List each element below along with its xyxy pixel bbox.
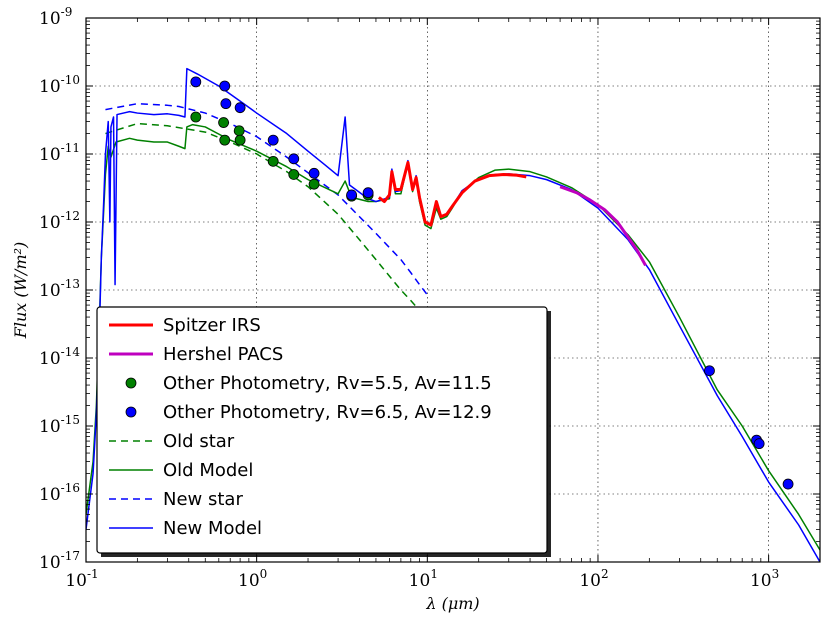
legend: Spitzer IRS Hershel PACS Other Photometry,…	[96, 306, 551, 557]
x-tick-base: 10	[65, 571, 87, 591]
series-line-spitzer-irs	[377, 161, 527, 227]
y-tick-label: 10-14	[39, 345, 80, 369]
y-tick-exponent: -11	[61, 141, 80, 155]
photometry-point-rv5-5	[308, 178, 320, 190]
y-tick-exponent: -17	[61, 549, 80, 563]
x-axis-label: λ (μm)	[425, 594, 479, 613]
y-tick-exponent: -16	[61, 481, 80, 495]
y-tick-exponent: -13	[61, 277, 80, 291]
axis-ticks: 10-1 100 101 102 10310-910-1010-1110-1210-13…	[39, 5, 820, 591]
y-tick-base: 10	[39, 77, 61, 97]
legend-marker	[125, 377, 137, 389]
photometry-point-rv6-5	[362, 187, 374, 199]
x-tick-label: 10-1	[65, 567, 98, 591]
x-tick-label: 102	[579, 567, 608, 591]
x-axis-label-text: λ (μm)	[425, 594, 479, 613]
x-tick-exponent: -1	[87, 567, 99, 581]
photometry-point-rv5-5	[233, 125, 245, 137]
series-line-new-star	[105, 102, 428, 296]
y-tick-base: 10	[39, 349, 61, 369]
photometry-point-rv6-5	[190, 76, 202, 88]
y-tick-label: 10-12	[39, 209, 80, 233]
y-tick-label: 10-13	[39, 277, 80, 301]
series-line-hershel-pacs	[559, 185, 647, 267]
series-line-old-star	[105, 122, 428, 322]
x-tick-base: 10	[409, 571, 431, 591]
y-tick-exponent: -12	[61, 209, 80, 223]
y-tick-base: 10	[39, 213, 61, 233]
legend-label: Old Model	[163, 460, 253, 481]
photometry-point-rv5-5	[219, 134, 231, 146]
y-tick-base: 10	[39, 9, 61, 29]
photometry-point-rv5-5	[288, 169, 300, 180]
legend-label: Other Photometry, Rv=6.5, Av=12.9	[163, 402, 492, 423]
y-tick-label: 10-9	[39, 5, 72, 29]
y-axis-label: Flux (W/m²)	[11, 242, 30, 340]
y-tick-label: 10-10	[39, 73, 80, 97]
photometry-point-rv6-5	[234, 102, 246, 114]
plot-area	[86, 67, 820, 562]
y-tick-base: 10	[39, 145, 61, 165]
photometry-point-rv5-5	[267, 155, 279, 167]
x-tick-label: 103	[750, 567, 779, 591]
x-tick-exponent: 1	[430, 567, 438, 581]
photometry-point-rv6-5	[704, 365, 715, 377]
photometry-point-rv6-5	[308, 167, 320, 179]
photometry-point-rv6-5	[288, 153, 300, 165]
y-tick-exponent: -14	[61, 345, 81, 359]
x-tick-exponent: 3	[772, 567, 780, 581]
x-tick-base: 10	[750, 571, 772, 591]
photometry-point-rv5-5	[218, 117, 229, 128]
legend-marker	[125, 406, 137, 418]
legend-label: New Model	[163, 518, 262, 539]
photometry-point-rv6-5	[753, 438, 765, 450]
x-tick-base: 10	[238, 571, 260, 591]
legend-label: Old star	[163, 431, 235, 452]
photometry-point-rv6-5	[346, 189, 357, 201]
y-tick-exponent: -10	[61, 73, 80, 87]
x-tick-label: 100	[238, 567, 267, 591]
y-tick-label: 10-15	[39, 413, 80, 437]
legend-label: New star	[163, 489, 243, 510]
x-tick-exponent: 2	[601, 567, 609, 581]
legend-label: Spitzer IRS	[163, 315, 261, 336]
y-tick-base: 10	[39, 553, 61, 573]
y-tick-exponent: -9	[61, 5, 73, 19]
legend-label: Hershel PACS	[163, 344, 283, 365]
y-tick-label: 10-17	[39, 549, 80, 573]
photometry-point-rv5-5	[190, 111, 202, 123]
y-tick-base: 10	[39, 417, 61, 437]
y-axis-label-text: Flux (W/m²)	[11, 242, 30, 340]
photometry-point-rv6-5	[220, 98, 232, 110]
x-tick-exponent: 0	[260, 567, 268, 581]
photometry-point-rv6-5	[267, 134, 279, 146]
y-tick-base: 10	[39, 281, 61, 301]
x-tick-label: 101	[409, 567, 438, 591]
photometry-point-rv6-5	[782, 478, 794, 490]
y-tick-exponent: -15	[61, 413, 80, 427]
y-tick-label: 10-16	[39, 481, 80, 505]
y-tick-label: 10-11	[39, 141, 80, 165]
photometry-point-rv5-5	[234, 134, 246, 146]
legend-box	[96, 306, 548, 554]
legend-label: Other Photometry, Rv=5.5, Av=11.5	[163, 373, 492, 394]
y-tick-base: 10	[39, 485, 61, 505]
x-tick-base: 10	[579, 571, 601, 591]
series-line-new-model	[86, 67, 820, 562]
photometry-point-rv6-5	[219, 80, 231, 92]
